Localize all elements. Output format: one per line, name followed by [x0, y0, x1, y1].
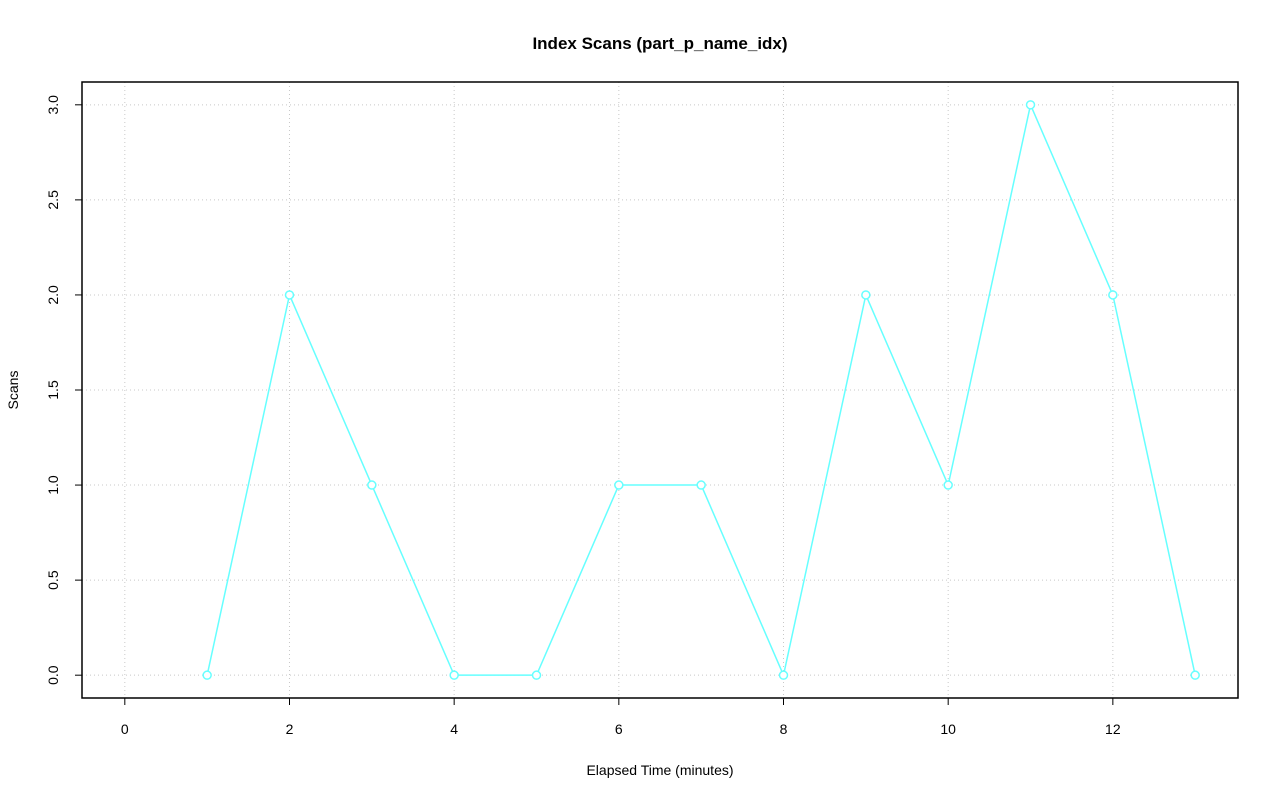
- x-axis-label: Elapsed Time (minutes): [586, 762, 733, 778]
- point: [367, 480, 377, 490]
- point: [531, 670, 542, 680]
- y-tick-label: 3.0: [45, 95, 61, 115]
- point: [614, 480, 624, 490]
- point: [1025, 100, 1036, 110]
- chart-title: Index Scans (part_p_name_idx): [532, 34, 787, 53]
- x-tick-label: 6: [615, 721, 623, 737]
- point: [696, 480, 706, 490]
- y-tick-label: 0.5: [45, 570, 61, 590]
- x-tick-label: 2: [286, 721, 294, 737]
- point: [449, 670, 459, 680]
- x-tick-label: 4: [450, 721, 458, 737]
- point: [861, 290, 871, 300]
- point: [202, 670, 212, 680]
- point: [943, 480, 953, 490]
- point: [1108, 290, 1118, 300]
- point: [284, 290, 295, 300]
- y-tick-label: 0.0: [45, 665, 61, 685]
- y-tick-label: 2.5: [45, 190, 61, 210]
- x-tick-label: 8: [780, 721, 788, 737]
- point: [778, 670, 789, 680]
- y-axis-label: Scans: [5, 371, 21, 410]
- x-tick-label: 10: [940, 721, 956, 737]
- x-tick-label: 0: [121, 721, 129, 737]
- x-tick-label: 12: [1105, 721, 1121, 737]
- y-tick-label: 1.5: [45, 380, 61, 400]
- y-tick-label: 2.0: [45, 285, 61, 305]
- plot-frame: [81, 81, 1239, 699]
- point: [1190, 670, 1200, 680]
- y-tick-label: 1.0: [45, 475, 61, 495]
